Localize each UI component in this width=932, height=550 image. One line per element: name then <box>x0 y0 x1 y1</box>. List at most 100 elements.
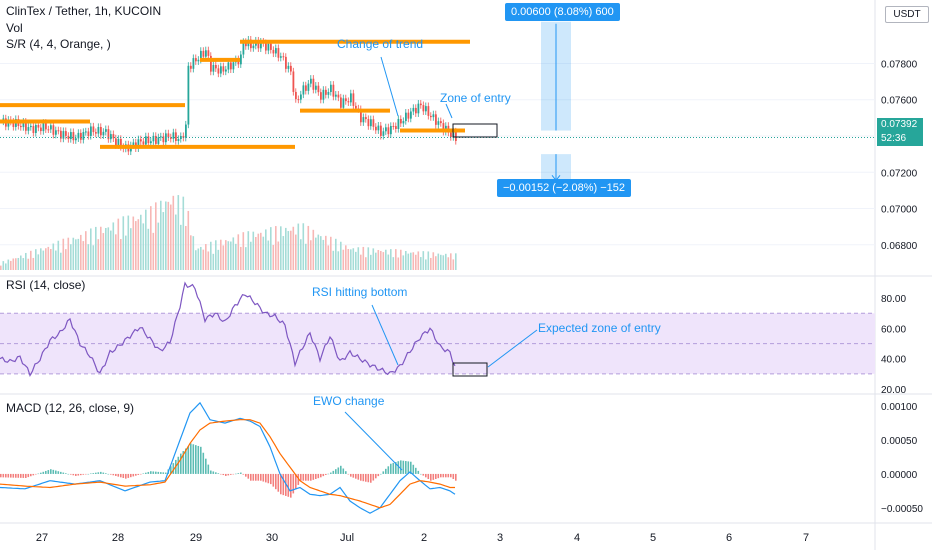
macd-histogram-bar <box>315 473 317 480</box>
volume-bar <box>395 249 397 270</box>
volume-bar <box>415 254 417 270</box>
macd-histogram-bar <box>155 471 157 474</box>
volume-bar <box>5 263 7 270</box>
candle-body <box>267 43 270 51</box>
candle-body <box>22 121 25 128</box>
macd-histogram-bar <box>202 452 205 474</box>
currency-unit-button[interactable]: USDT <box>885 6 929 23</box>
annotation-pointer <box>380 56 399 117</box>
candle-body <box>302 85 305 95</box>
candle-body <box>290 65 292 72</box>
volume-bar <box>425 259 427 270</box>
candle-body <box>337 94 340 98</box>
macd-histogram-bar <box>195 445 197 474</box>
volume-bar <box>230 241 232 270</box>
volume-bar <box>35 249 37 270</box>
candle-body <box>52 125 55 135</box>
macd-histogram-bar <box>390 463 392 474</box>
volume-bar <box>87 244 90 270</box>
candle-body <box>207 50 210 56</box>
macd-histogram-bar <box>295 473 297 490</box>
volume-bar <box>317 234 320 270</box>
macd-histogram-bar <box>145 472 147 474</box>
candle-body <box>352 93 355 106</box>
candle-body <box>310 78 312 84</box>
macd-histogram-bar <box>252 473 255 481</box>
volume-bar <box>277 241 280 270</box>
candle-body <box>75 138 77 141</box>
macd-histogram-bar <box>120 473 122 478</box>
candle-body <box>210 55 212 72</box>
volume-bar <box>405 250 407 270</box>
macd-histogram-bar <box>122 473 125 478</box>
volume-bar <box>330 236 332 270</box>
sr-legend: S/R (4, 4, Orange, ) <box>6 37 111 51</box>
macd-histogram-bar <box>420 473 422 475</box>
macd-histogram-bar <box>452 473 455 480</box>
volume-bar <box>25 252 27 270</box>
volume-bar <box>27 258 30 270</box>
macd-histogram-bar <box>357 473 360 480</box>
volume-bar <box>42 250 45 270</box>
candle-body <box>442 123 445 132</box>
expected-entry-box <box>452 362 488 377</box>
macd-histogram-bar <box>232 473 235 475</box>
macd-histogram-bar <box>62 472 65 474</box>
candle-body <box>260 41 262 49</box>
candle-body <box>307 83 310 91</box>
macd-histogram-bar <box>247 473 250 479</box>
macd-histogram-bar <box>350 473 352 477</box>
volume-bar <box>227 241 230 270</box>
macd-histogram-bar <box>150 471 152 474</box>
volume-bar <box>157 222 160 270</box>
annotation-rsi-bottom: RSI hitting bottom <box>312 285 407 299</box>
macd-legend: MACD (12, 26, close, 9) <box>6 401 135 415</box>
macd-histogram-bar <box>0 473 2 478</box>
volume-bar <box>162 212 165 270</box>
macd-histogram-bar <box>367 473 370 483</box>
candle-body <box>112 134 115 139</box>
macd-histogram-bar <box>90 473 92 475</box>
candle-body <box>30 125 32 128</box>
candle-body <box>185 124 187 138</box>
volume-bar <box>85 231 87 270</box>
volume-bar <box>265 229 267 270</box>
volume-bar <box>160 200 162 270</box>
candle-body <box>147 136 150 144</box>
candle-body <box>362 117 365 123</box>
volume-bar <box>375 252 377 270</box>
measure-down-label: −0.00152 (−2.08%) −152 <box>497 179 632 197</box>
volume-bar <box>347 249 350 270</box>
candle-body <box>182 136 185 138</box>
macd-histogram-bar <box>110 473 112 475</box>
candle-body <box>227 62 230 70</box>
macd-histogram-bar <box>100 471 102 474</box>
volume-bar <box>200 246 202 270</box>
candle-body <box>285 56 287 69</box>
candle-body <box>50 125 52 130</box>
macd-histogram-bar <box>402 460 405 474</box>
macd-histogram-bar <box>415 467 417 474</box>
rsi-line <box>0 281 456 378</box>
volume-bar <box>120 239 122 270</box>
volume-bar <box>55 250 57 270</box>
price-tick-label: 0.07200 <box>881 168 918 179</box>
volume-bar <box>40 248 42 270</box>
candle-body <box>292 71 295 92</box>
volume-bar <box>267 240 270 270</box>
candle-body <box>65 131 67 136</box>
volume-bar <box>217 249 220 270</box>
volume-bar <box>185 225 187 270</box>
candle-body <box>172 132 175 139</box>
last-price-value: 0.07392 <box>881 119 918 130</box>
volume-bar <box>360 254 362 270</box>
candle-body <box>202 50 205 57</box>
candle-body <box>60 130 62 139</box>
candle-body <box>367 119 370 127</box>
volume-bar <box>222 245 225 270</box>
macd-histogram-bar <box>147 471 150 474</box>
volume-bar <box>130 228 132 270</box>
candle-body <box>190 65 192 69</box>
volume-bar <box>385 249 387 270</box>
